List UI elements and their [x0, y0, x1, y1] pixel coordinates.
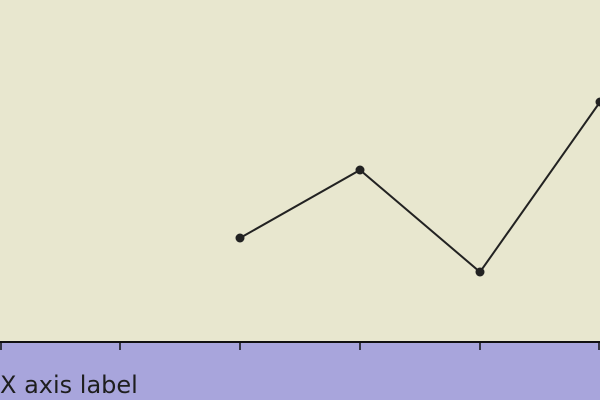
- plot-area: [0, 0, 600, 342]
- data-point-2: [475, 267, 485, 277]
- x-axis-band: [0, 342, 600, 400]
- x-axis-label: X axis label: [0, 371, 138, 399]
- data-point-0: [235, 233, 245, 243]
- data-point-1: [355, 165, 365, 175]
- series-line: [239, 101, 600, 274]
- x-axis-ticks: [0, 342, 600, 350]
- series-points: [235, 97, 600, 277]
- data-point-3: [595, 97, 600, 107]
